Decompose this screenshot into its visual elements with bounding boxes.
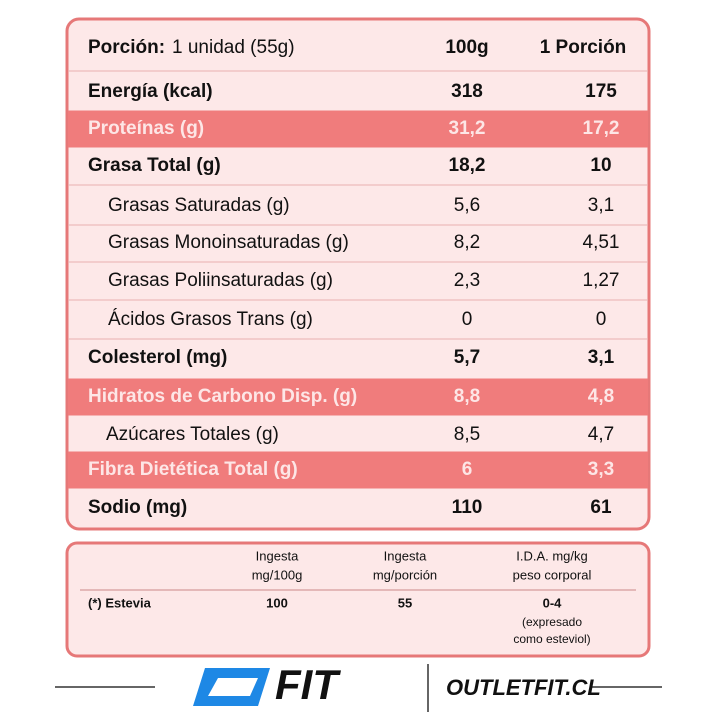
sweetener-note: (expresado	[522, 615, 582, 629]
col-header: I.D.A. mg/kg	[516, 548, 588, 563]
row-value: 110	[452, 497, 483, 518]
row-value: 3,3	[588, 459, 614, 480]
col-header: Ingesta	[384, 548, 427, 563]
header-serving: 1 unidad (55g)	[172, 37, 295, 58]
row-value: 4,8	[588, 386, 614, 407]
table-rows: Energía (kcal) 318 175 Proteínas (g) 31,2 17,…	[68, 70, 648, 518]
logo-text: FIT	[275, 661, 341, 708]
row-label: Fibra Dietética Total (g)	[88, 459, 298, 480]
row-value: 3,1	[588, 347, 615, 368]
sweetener-note: como esteviol)	[513, 632, 590, 646]
col-header: mg/porción	[373, 567, 437, 582]
row-label: Grasas Saturadas (g)	[108, 195, 290, 216]
row-highlight	[68, 110, 648, 148]
site: OUTLETFIT.CL	[446, 675, 601, 700]
row-value: 8,5	[454, 424, 480, 445]
row-label: Sodio (mg)	[88, 497, 187, 518]
sweetener-value: 100	[266, 595, 288, 610]
row-value: 3,1	[588, 195, 614, 216]
row-value: 10	[590, 155, 611, 176]
row-label: Azúcares Totales (g)	[106, 424, 279, 445]
sweetener-box	[65, 541, 651, 658]
logo-icon	[193, 668, 270, 706]
row-label: Grasas Monoinsaturadas (g)	[108, 232, 349, 253]
col-header: Ingesta	[256, 548, 299, 563]
col-header: mg/100g	[252, 567, 303, 582]
row-value: 61	[590, 497, 612, 518]
row-label: Proteínas (g)	[88, 118, 204, 139]
row-value: 8,2	[454, 232, 480, 253]
header-col: 100g	[445, 37, 488, 58]
sweetener: Ingesta mg/100g Ingesta mg/porción I.D.A. mg…	[88, 548, 591, 646]
row-value: 1,27	[583, 270, 620, 291]
header-col: 1 Porción	[540, 37, 627, 58]
row-value: 4,51	[583, 232, 620, 253]
row-value: 2,3	[454, 270, 480, 291]
sweetener-value: 0-4	[543, 595, 563, 610]
row-label: Grasa Total (g)	[88, 155, 221, 176]
row-highlight	[68, 378, 648, 416]
row-value: 318	[451, 81, 483, 102]
row-value: 18,2	[449, 155, 486, 176]
row-value: 0	[462, 309, 473, 330]
row-value: 5,6	[454, 195, 480, 216]
row-label: Grasas Poliinsaturadas (g)	[108, 270, 333, 291]
row-value: 0	[596, 309, 607, 330]
row-label: Energía (kcal)	[88, 81, 213, 102]
row-label: Colesterol (mg)	[88, 347, 227, 368]
row-value: 31,2	[449, 118, 486, 139]
sweetener-label: (*) Estevia	[88, 595, 152, 610]
row-value: 17,2	[583, 118, 620, 139]
row-value: 8,8	[454, 386, 480, 407]
header-label: Porción:	[88, 37, 165, 58]
row-highlight	[68, 451, 648, 489]
row-value: 6	[462, 459, 473, 480]
row-label: Ácidos Grasos Trans (g)	[108, 309, 313, 330]
row-value: 175	[585, 81, 617, 102]
col-header: peso corporal	[513, 567, 592, 582]
row-value: 5,7	[454, 347, 480, 368]
row-label: Hidratos de Carbono Disp. (g)	[88, 386, 357, 407]
sweetener-value: 55	[398, 595, 412, 610]
row-value: 4,7	[588, 424, 614, 445]
